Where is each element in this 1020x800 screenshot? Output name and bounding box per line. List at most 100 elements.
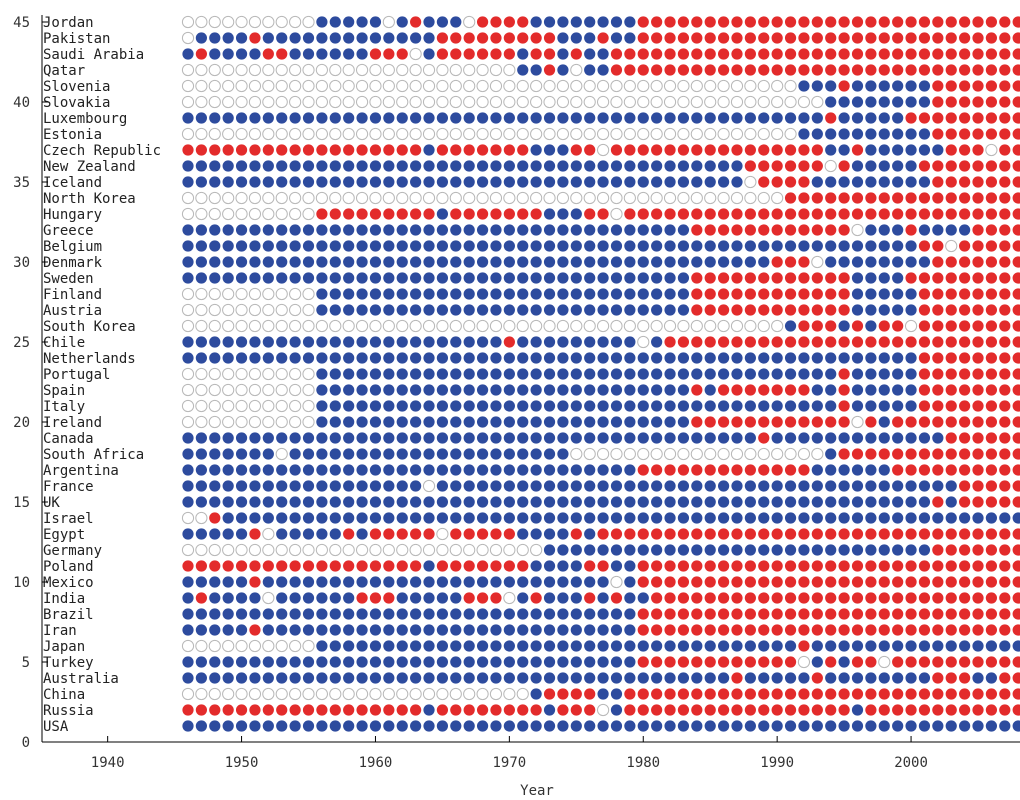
data-point xyxy=(316,256,328,268)
data-point xyxy=(396,32,408,44)
data-point xyxy=(784,560,797,572)
data-point xyxy=(878,400,890,412)
data-point xyxy=(718,672,730,684)
data-point xyxy=(396,672,408,684)
data-point xyxy=(248,543,262,557)
data-point xyxy=(597,112,609,124)
data-point xyxy=(490,608,502,620)
dot-row-france xyxy=(182,479,1020,493)
data-point xyxy=(262,576,274,588)
data-point xyxy=(289,352,301,364)
data-point xyxy=(771,464,783,476)
data-point xyxy=(825,32,837,44)
data-point xyxy=(289,144,301,156)
data-point xyxy=(758,704,770,716)
data-point xyxy=(677,79,690,93)
data-point xyxy=(637,352,649,364)
data-point xyxy=(208,63,221,77)
data-point xyxy=(771,608,783,620)
data-point xyxy=(637,160,649,172)
data-point xyxy=(383,368,395,380)
data-point xyxy=(825,320,837,332)
data-point xyxy=(530,288,542,300)
data-point xyxy=(718,640,730,652)
data-point xyxy=(476,272,489,284)
data-point xyxy=(369,256,382,268)
data-point xyxy=(302,512,315,524)
data-point xyxy=(530,592,542,604)
data-point xyxy=(731,208,743,220)
data-point xyxy=(262,240,274,252)
data-point xyxy=(851,512,864,524)
x-tick-label: 1990 xyxy=(760,755,794,771)
data-point xyxy=(784,672,797,684)
data-point xyxy=(704,240,716,252)
data-point xyxy=(731,240,743,252)
data-point xyxy=(932,64,944,76)
data-point xyxy=(811,720,823,732)
data-point xyxy=(584,704,596,716)
data-point xyxy=(771,704,783,716)
data-point xyxy=(731,352,743,364)
data-point xyxy=(396,352,408,364)
data-point xyxy=(583,79,596,93)
data-point xyxy=(396,512,408,524)
data-point xyxy=(329,624,341,636)
data-point xyxy=(932,224,944,236)
data-point xyxy=(878,48,890,60)
data-point xyxy=(476,704,489,716)
data-point xyxy=(784,272,797,284)
data-point xyxy=(289,464,301,476)
data-point xyxy=(704,32,716,44)
data-point xyxy=(195,448,207,460)
data-point xyxy=(463,240,475,252)
data-point xyxy=(583,191,596,205)
data-point xyxy=(758,224,770,236)
data-point xyxy=(195,511,208,525)
data-point xyxy=(369,32,382,44)
data-point xyxy=(758,720,770,732)
data-point xyxy=(905,256,917,268)
data-point xyxy=(744,16,756,28)
data-point xyxy=(677,256,690,268)
data-point xyxy=(369,528,382,540)
data-point xyxy=(651,704,663,716)
data-point xyxy=(182,112,194,124)
data-point xyxy=(784,16,797,28)
data-point xyxy=(892,368,904,380)
data-point xyxy=(1012,64,1020,76)
data-point xyxy=(396,336,408,348)
data-point xyxy=(784,304,797,316)
data-point xyxy=(235,608,248,620)
data-point xyxy=(664,352,676,364)
data-point xyxy=(677,16,690,28)
data-point xyxy=(556,79,570,93)
data-point xyxy=(784,288,797,300)
data-point xyxy=(892,640,904,652)
data-point xyxy=(905,112,917,124)
data-point xyxy=(865,576,877,588)
data-point xyxy=(249,656,261,668)
data-point xyxy=(356,624,368,636)
data-point xyxy=(865,112,877,124)
data-point xyxy=(691,432,703,444)
data-point xyxy=(932,336,944,348)
data-point xyxy=(436,496,449,508)
data-point xyxy=(664,208,676,220)
data-point xyxy=(209,576,221,588)
data-point xyxy=(342,543,355,557)
data-point xyxy=(235,95,248,109)
data-point xyxy=(329,256,341,268)
data-point xyxy=(892,16,904,28)
data-point xyxy=(463,224,475,236)
data-point xyxy=(892,48,904,60)
data-point xyxy=(651,160,663,172)
row-label: Iceland xyxy=(43,175,102,191)
data-point xyxy=(771,112,783,124)
data-point xyxy=(209,336,221,348)
data-point xyxy=(878,144,890,156)
data-point xyxy=(999,672,1011,684)
data-point xyxy=(972,272,984,284)
data-point xyxy=(329,352,341,364)
data-point xyxy=(343,576,355,588)
